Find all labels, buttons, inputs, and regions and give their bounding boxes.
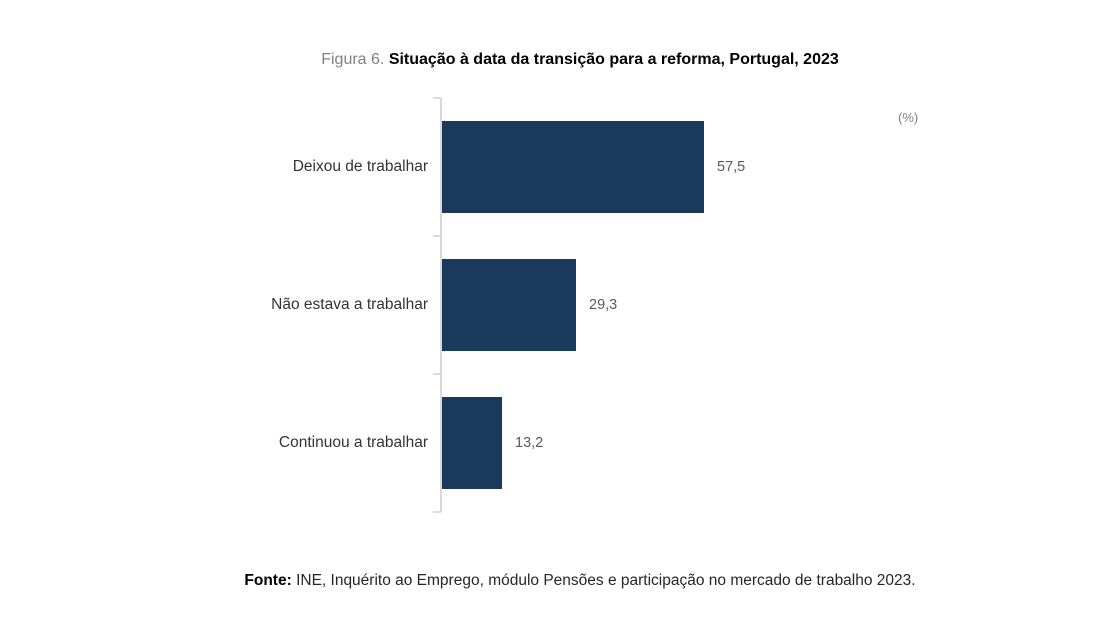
value-label: 13,2 <box>515 435 544 451</box>
figure-number: Figura 6. <box>321 51 385 68</box>
figure-title-text: Situação à data da transição para a refo… <box>388 51 839 68</box>
category-label: Continuou a trabalhar <box>278 434 428 451</box>
unit-label: (%) <box>898 110 919 125</box>
axis-tick <box>433 373 441 375</box>
footer-source-text: INE, Inquérito ao Emprego, módulo Pensõe… <box>296 572 916 589</box>
figure-title: Figura 6. Situação à data da transição p… <box>47 49 1113 71</box>
footer-source-text-value: INE, Inquérito ao Emprego, módulo Pensõe… <box>296 572 916 589</box>
axis-tick <box>433 97 441 99</box>
axis-tick <box>433 235 441 237</box>
bar <box>442 121 704 213</box>
footer-source-label: Fonte: <box>244 572 292 589</box>
figure-footer: Fonte: INE, Inquérito ao Emprego, módulo… <box>47 570 1113 591</box>
bar <box>442 397 502 489</box>
category-label: Deixou de trabalhar <box>292 158 428 175</box>
value-label: 57,5 <box>717 159 746 175</box>
axis-tick <box>433 511 441 513</box>
bar <box>442 259 576 351</box>
y-axis-line <box>440 98 442 512</box>
value-label: 29,3 <box>589 297 618 313</box>
category-label: Não estava a trabalhar <box>271 296 428 313</box>
